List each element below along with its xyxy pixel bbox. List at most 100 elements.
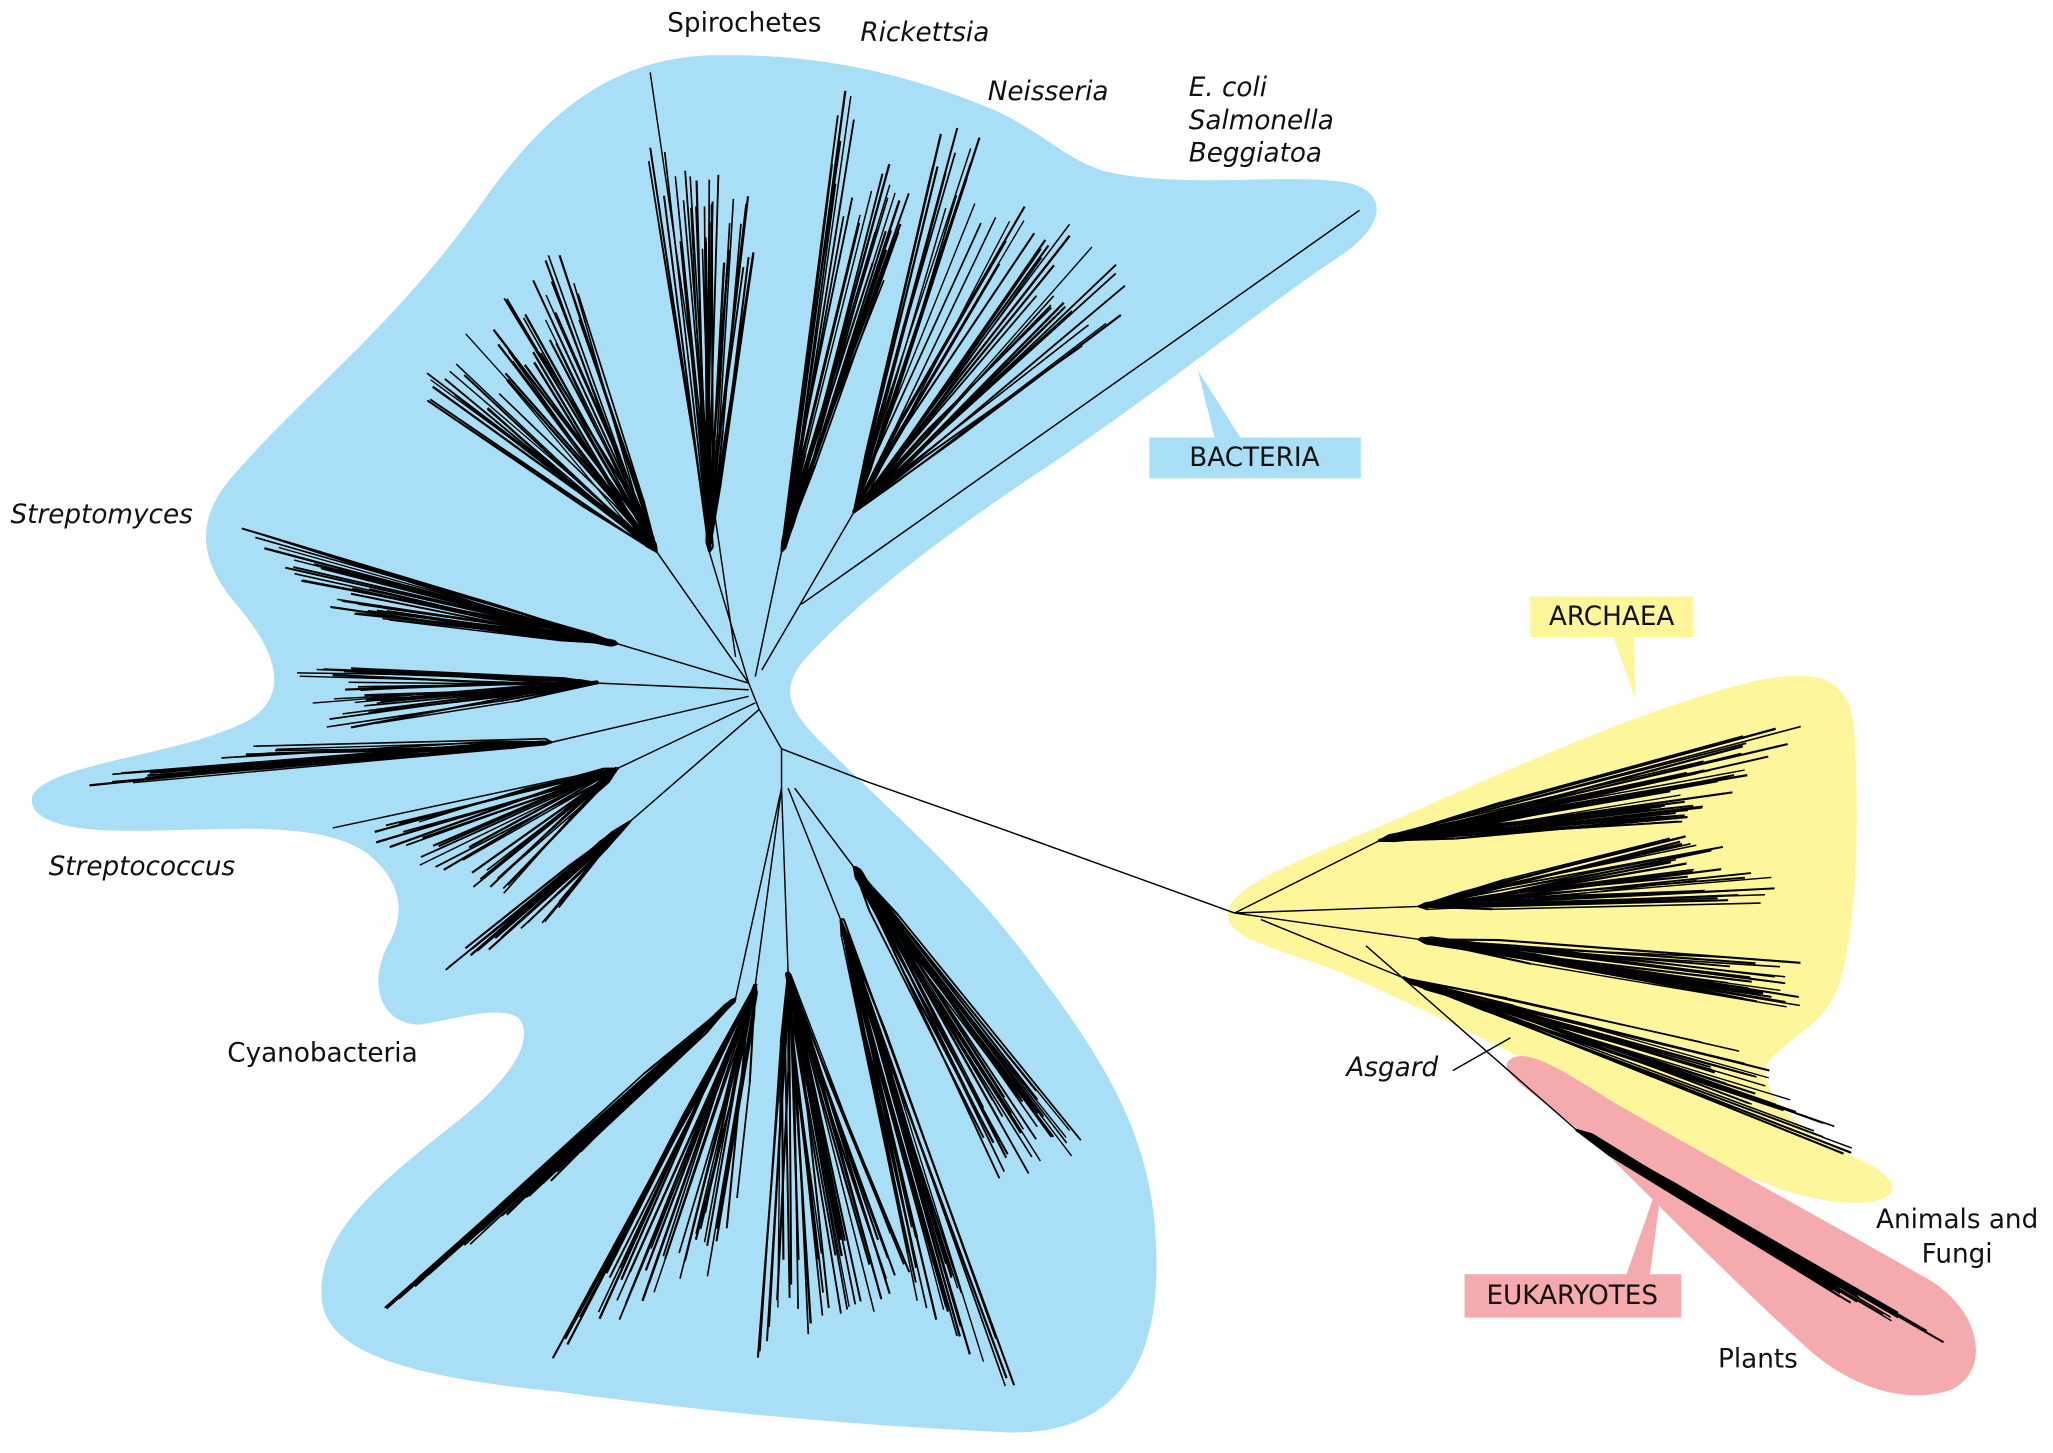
branch	[852, 476, 867, 513]
branch	[810, 1045, 896, 1276]
branch	[599, 767, 619, 790]
branch	[532, 279, 631, 491]
branch	[675, 997, 737, 1050]
branch	[1465, 897, 1718, 908]
taxon-label: Rickettsia	[860, 18, 989, 48]
branch	[1414, 779, 1718, 837]
branch	[263, 534, 538, 624]
branch	[1378, 838, 1388, 842]
branch	[1498, 939, 1801, 964]
branch	[656, 551, 750, 684]
branch	[842, 918, 1016, 1386]
branch	[551, 695, 749, 743]
bacteria-region	[31, 55, 1377, 1433]
branch	[776, 1070, 790, 1301]
branch	[376, 613, 562, 641]
branch	[715, 1017, 756, 1242]
branch	[800, 1008, 883, 1300]
branch	[1654, 1176, 1871, 1303]
branch	[1531, 963, 1787, 1008]
branch	[736, 1082, 751, 1199]
branch	[998, 826, 1235, 914]
branch	[785, 262, 874, 532]
branch	[899, 240, 1007, 426]
branch	[855, 866, 981, 1118]
branch	[866, 780, 999, 829]
branch	[1508, 876, 1772, 901]
branch	[278, 546, 565, 629]
branch	[923, 344, 1083, 458]
taxon-label: Cyanobacteria	[227, 1038, 417, 1068]
branch	[132, 747, 510, 784]
branch	[539, 352, 624, 484]
branch	[497, 343, 619, 500]
branch	[1475, 943, 1731, 968]
branch	[820, 1059, 911, 1273]
branch	[899, 935, 1025, 1130]
archaea-pointer	[1612, 635, 1636, 699]
taxon-label: Plants	[1718, 1344, 1798, 1374]
branch	[852, 979, 910, 1253]
branch	[891, 137, 981, 408]
branch	[389, 775, 588, 849]
branch	[1559, 1038, 1853, 1149]
branch	[492, 328, 653, 538]
branch	[285, 566, 532, 625]
branch	[890, 216, 997, 437]
branch	[1234, 905, 1419, 914]
branch	[748, 682, 760, 710]
branch	[556, 1042, 688, 1173]
branch	[443, 785, 586, 871]
branch	[1365, 945, 1577, 1131]
branch	[516, 682, 598, 703]
branch	[1486, 846, 1724, 891]
branch	[597, 682, 749, 691]
branch	[754, 551, 783, 677]
branch	[801, 1066, 830, 1309]
branch	[547, 255, 632, 487]
branch	[334, 686, 573, 700]
branch	[1466, 727, 1776, 815]
branch	[892, 206, 1026, 433]
branch	[1432, 805, 1688, 838]
branch	[852, 866, 916, 968]
branch	[679, 1046, 739, 1279]
branch	[1536, 957, 1745, 1000]
branch	[190, 752, 396, 773]
branch	[630, 708, 760, 822]
branch	[708, 984, 757, 1073]
branch	[329, 688, 545, 720]
taxon-label: E. coli	[1189, 73, 1268, 103]
branch	[796, 90, 847, 448]
branch	[787, 972, 796, 1073]
branch	[1426, 859, 1677, 904]
branch	[1626, 1160, 1885, 1314]
branch	[899, 317, 1055, 470]
branch	[882, 203, 976, 433]
branch	[617, 643, 749, 684]
branch	[1506, 997, 1740, 1052]
branch	[520, 849, 607, 929]
branch	[1486, 752, 1742, 816]
branch	[350, 683, 578, 729]
branch	[1471, 996, 1824, 1124]
taxon-label: Streptomyces	[11, 500, 194, 530]
branch	[787, 971, 804, 1029]
branch	[903, 232, 1036, 428]
branch	[1378, 813, 1488, 842]
branch	[506, 378, 614, 500]
branch	[422, 782, 582, 839]
branch	[1425, 942, 1772, 998]
branch	[1492, 902, 1761, 910]
branch	[682, 200, 704, 424]
branch	[500, 829, 620, 938]
taxon-label: Fungi	[1922, 1239, 1993, 1269]
branch	[356, 671, 582, 682]
branch	[560, 639, 618, 645]
branch	[790, 975, 891, 1234]
branch	[848, 947, 947, 1264]
branch	[1418, 938, 1476, 946]
branch	[788, 1012, 793, 1285]
branch	[1437, 792, 1725, 835]
branch	[481, 767, 620, 880]
